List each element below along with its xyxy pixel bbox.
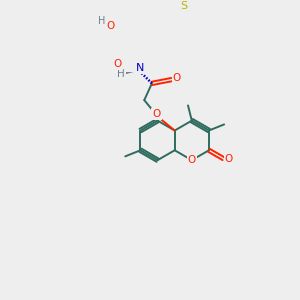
Text: S: S bbox=[180, 1, 188, 11]
Text: O: O bbox=[106, 21, 114, 32]
Text: O: O bbox=[114, 58, 122, 69]
Text: O: O bbox=[225, 154, 233, 164]
Text: O: O bbox=[173, 73, 181, 83]
Text: H: H bbox=[98, 16, 105, 26]
Text: O: O bbox=[152, 109, 160, 119]
Text: O: O bbox=[188, 155, 196, 165]
Text: H: H bbox=[117, 68, 124, 79]
Text: N: N bbox=[136, 63, 144, 73]
